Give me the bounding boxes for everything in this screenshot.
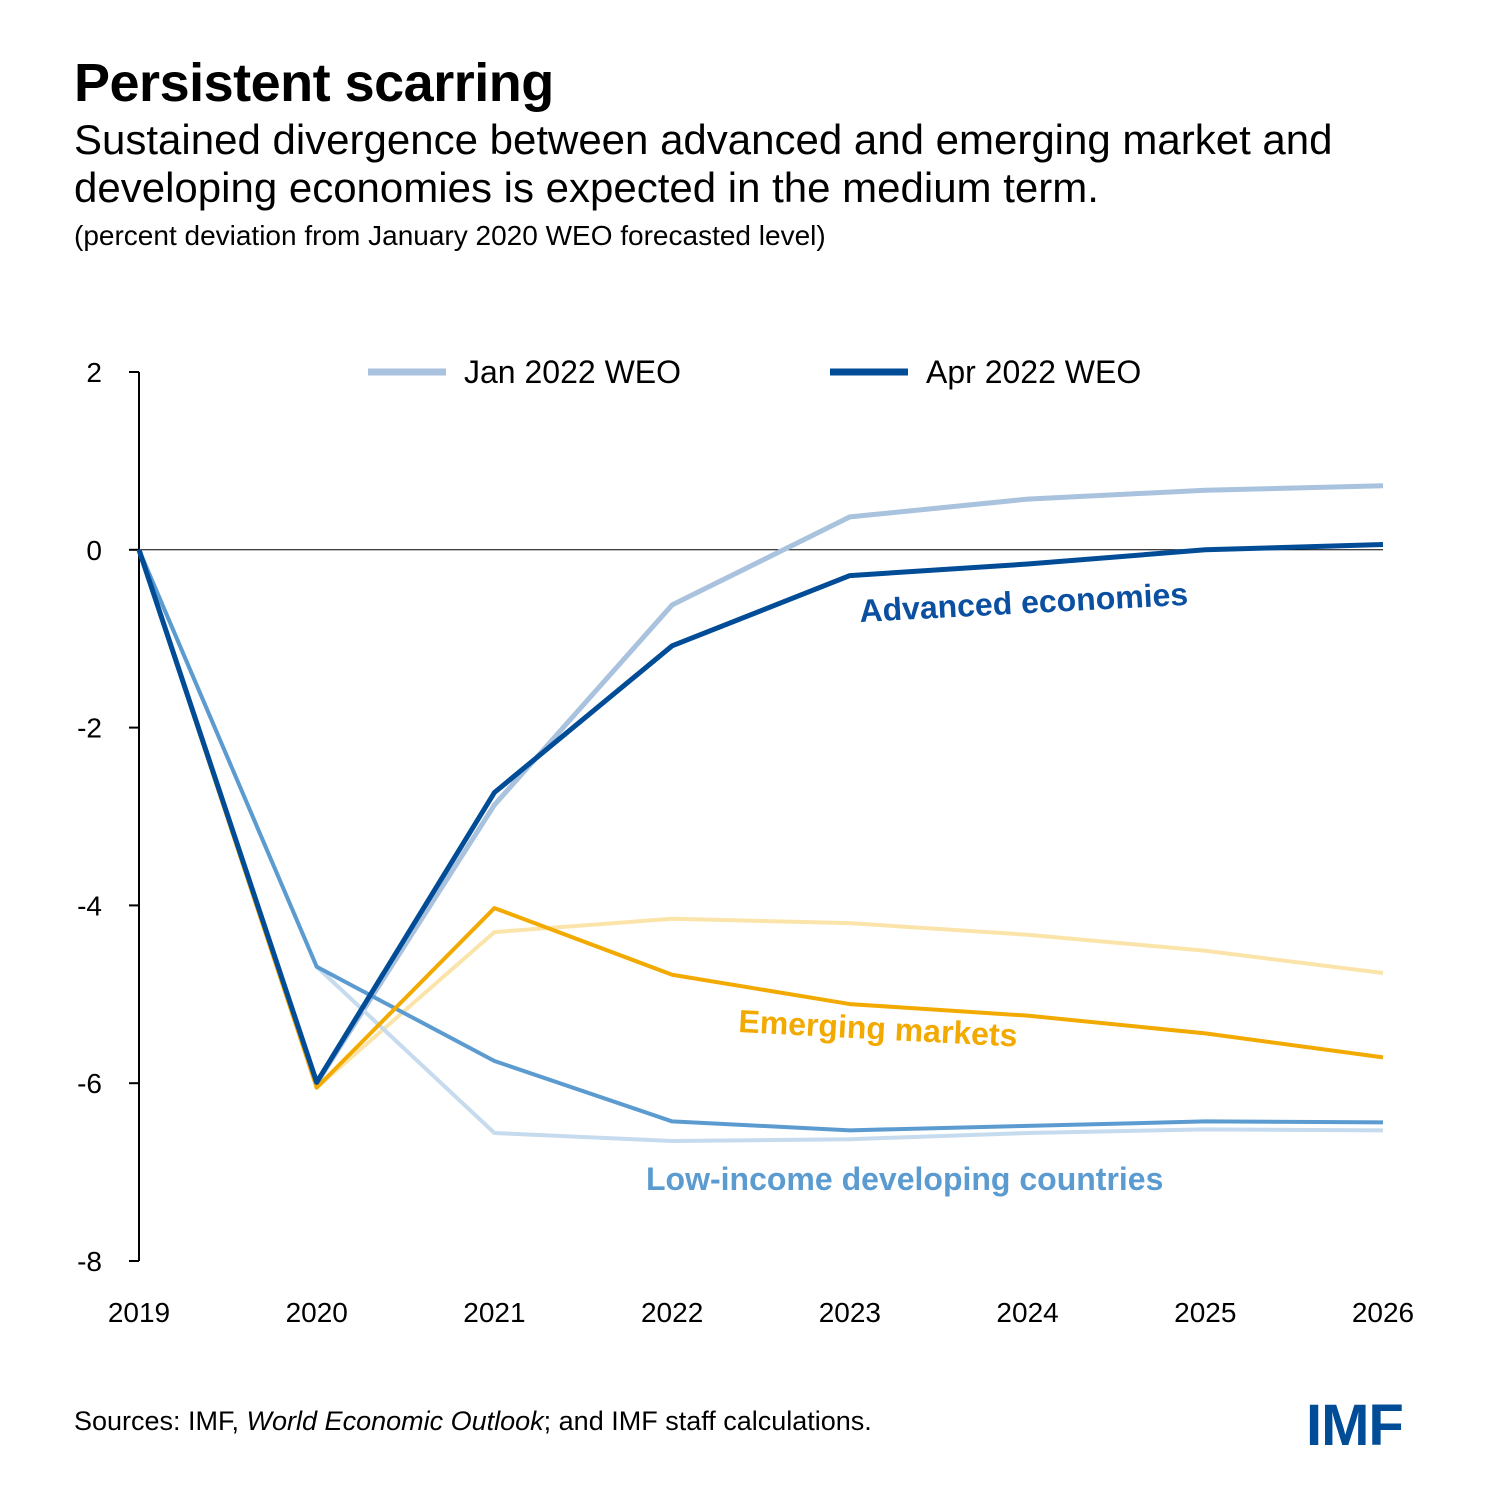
series-line <box>136 541 1384 1085</box>
legend-label: Jan 2022 WEO <box>464 354 681 390</box>
chart-title: Persistent scarring <box>74 53 554 113</box>
x-tick-label: 2023 <box>819 1297 881 1328</box>
y-tick-label: -6 <box>77 1068 102 1099</box>
y-tick-label: -2 <box>77 713 102 744</box>
x-tick-label: 2019 <box>108 1297 170 1328</box>
series-line <box>137 549 1384 1090</box>
y-tick-label: -8 <box>77 1246 102 1277</box>
x-tick-label: 2022 <box>641 1297 703 1328</box>
chart-subtitle: Sustained divergence between advanced an… <box>74 116 1333 211</box>
x-tick-label: 2025 <box>1174 1297 1236 1328</box>
source-italic: World Economic Outlook <box>246 1406 544 1436</box>
imf-logo: IMF <box>1306 1393 1404 1458</box>
source-note: Sources: IMF, World Economic Outlook; an… <box>74 1406 872 1437</box>
series-line <box>137 549 1384 1133</box>
series-annotation: Advanced economies <box>858 576 1188 629</box>
series-line <box>137 549 1384 1090</box>
unit-label: (percent deviation from January 2020 WEO… <box>74 220 826 251</box>
series-line <box>137 549 1384 1143</box>
x-tick-label: 2021 <box>463 1297 525 1328</box>
legend-label: Apr 2022 WEO <box>926 354 1141 390</box>
y-tick-label: 0 <box>86 535 102 566</box>
source-suffix: ; and IMF staff calculations. <box>543 1406 872 1436</box>
x-tick-label: 2024 <box>996 1297 1058 1328</box>
x-tick-label: 2026 <box>1352 1297 1414 1328</box>
series-line <box>136 483 1384 1086</box>
y-tick-label: 2 <box>86 357 102 388</box>
x-tick-label: 2020 <box>286 1297 348 1328</box>
source-prefix: Sources: IMF, <box>74 1406 247 1436</box>
series-annotation: Low-income developing countries <box>646 1161 1163 1197</box>
y-tick-label: -4 <box>77 890 102 921</box>
